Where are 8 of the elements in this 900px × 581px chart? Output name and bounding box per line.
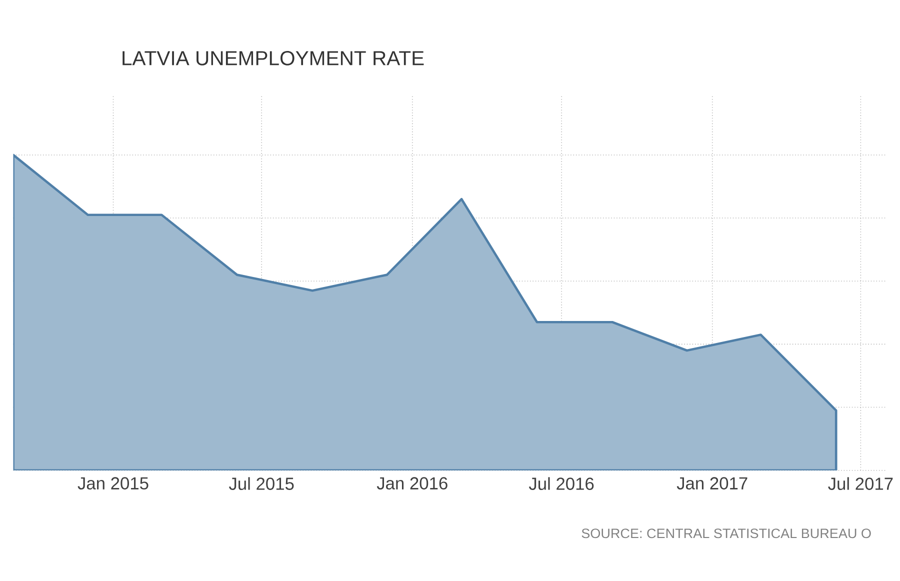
x-tick-label: Jan 2017 bbox=[676, 477, 748, 490]
chart-title: LATVIA UNEMPLOYMENT RATE bbox=[122, 51, 424, 66]
x-tick-label: Jul 2015 bbox=[228, 477, 294, 490]
x-tick-label: Jul 2016 bbox=[528, 477, 594, 490]
source-note: SOURCE: CENTRAL STATISTICAL BUREAU O bbox=[582, 528, 871, 538]
x-tick-label: Jul 2017 bbox=[828, 477, 893, 490]
x-tick-label: Jan 2015 bbox=[78, 477, 148, 490]
x-tick-label: Jan 2016 bbox=[376, 477, 448, 490]
